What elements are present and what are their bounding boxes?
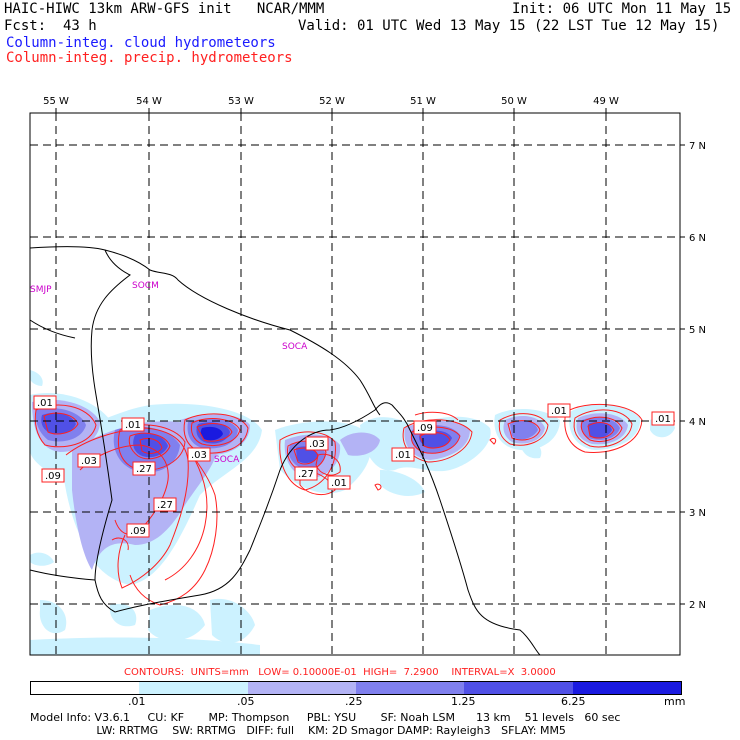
color-scale [30, 681, 682, 695]
contour-label: .03 [305, 436, 329, 451]
scale-swatch-none [31, 682, 140, 694]
legend-precip: Column-integ. precip. hydrometeors [6, 50, 293, 66]
scale-swatch-3 [355, 682, 465, 694]
svg-text:.03: .03 [81, 456, 97, 467]
cloud-shading [30, 370, 675, 655]
scale-tick-5: 6.25 [561, 695, 586, 708]
scale-tick-2: .05 [237, 695, 255, 708]
lon-label-55w: 55 W [43, 96, 69, 107]
svg-text:.09: .09 [130, 526, 146, 537]
lon-label-54w: 54 W [136, 96, 162, 107]
svg-text:.27: .27 [157, 500, 173, 511]
contour-label: .01 [327, 475, 351, 490]
contour-label: .27 [294, 466, 318, 481]
svg-text:.01: .01 [395, 450, 411, 461]
scale-swatch-5 [572, 682, 681, 694]
svg-text:.03: .03 [309, 439, 325, 450]
contour-labels: .01 .01 .03 .27 .09 .27 .09 .03 .03 .27 … [33, 395, 675, 538]
svg-text:.09: .09 [45, 471, 61, 482]
valid-time: Valid: 01 UTC Wed 13 May 15 (22 LST Tue … [298, 18, 720, 34]
lat-label-5n: 5 N [689, 325, 706, 336]
contour-label: .03 [77, 453, 101, 468]
place-label-soca: SOCA [282, 342, 308, 352]
contour-label: .01 [547, 403, 571, 418]
place-label-soca-2: SOCA [214, 455, 240, 465]
svg-text:.01: .01 [655, 414, 671, 425]
contour-label: .27 [132, 461, 156, 476]
scale-swatch-4 [464, 682, 573, 694]
scale-tick-3: .25 [345, 695, 363, 708]
place-label-smjp: SMJP [30, 285, 52, 295]
svg-text:.03: .03 [191, 450, 207, 461]
scale-swatch-2 [247, 682, 356, 694]
title-line: HAIC-HIWC 13km ARW-GFS init NCAR/MMM [4, 1, 325, 17]
svg-text:.01: .01 [125, 420, 141, 431]
contour-label: .01 [391, 447, 415, 462]
contour-label: .01 [33, 395, 57, 410]
lat-label-7n: 7 N [689, 141, 706, 152]
scale-tick-4: 1.25 [451, 695, 476, 708]
place-label-socm: SOCM [132, 281, 159, 291]
svg-text:.09: .09 [417, 423, 433, 434]
forecast-hour: Fcst: 43 h [4, 18, 97, 34]
coastlines [29, 246, 541, 656]
scale-unit: mm [664, 695, 686, 708]
contour-label: .27 [153, 497, 177, 512]
scale-tick-1: .01 [128, 695, 146, 708]
svg-text:.01: .01 [37, 398, 53, 409]
shade-darkest [200, 426, 223, 441]
svg-text:.27: .27 [136, 464, 152, 475]
contour-label: .01 [651, 411, 675, 426]
lon-label-51w: 51 W [410, 96, 436, 107]
lat-label-2n: 2 N [689, 600, 706, 611]
lon-label-49w: 49 W [593, 96, 619, 107]
contour-label: .09 [126, 523, 150, 538]
svg-text:.01: .01 [551, 406, 567, 417]
contour-label: .09 [41, 468, 65, 483]
model-info-line-2: LW: RRTMG SW: RRTMG DIFF: full KM: 2D Sm… [30, 724, 566, 737]
contour-label: .03 [187, 447, 211, 462]
legend-cloud: Column-integ. cloud hydrometeors [6, 35, 276, 51]
map-frame [29, 112, 681, 656]
scale-swatch-1 [139, 682, 248, 694]
init-time: Init: 06 UTC Mon 11 May 15 [512, 1, 732, 17]
lat-label-6n: 6 N [689, 233, 706, 244]
svg-text:.01: .01 [331, 478, 347, 489]
lon-label-50w: 50 W [501, 96, 527, 107]
model-info-line-1: Model Info: V3.6.1 CU: KF MP: Thompson P… [30, 711, 621, 724]
lat-label-4n: 4 N [689, 417, 706, 428]
contour-label: .01 [121, 417, 145, 432]
svg-text:.27: .27 [298, 469, 314, 480]
contours-info: CONTOURS: UNITS=mm LOW= 0.10000E-01 HIGH… [124, 667, 556, 678]
lon-label-53w: 53 W [228, 96, 254, 107]
lat-label-3n: 3 N [689, 508, 706, 519]
lon-label-52w: 52 W [319, 96, 345, 107]
axis-ticks [55, 108, 685, 605]
contour-label: .09 [413, 420, 437, 435]
